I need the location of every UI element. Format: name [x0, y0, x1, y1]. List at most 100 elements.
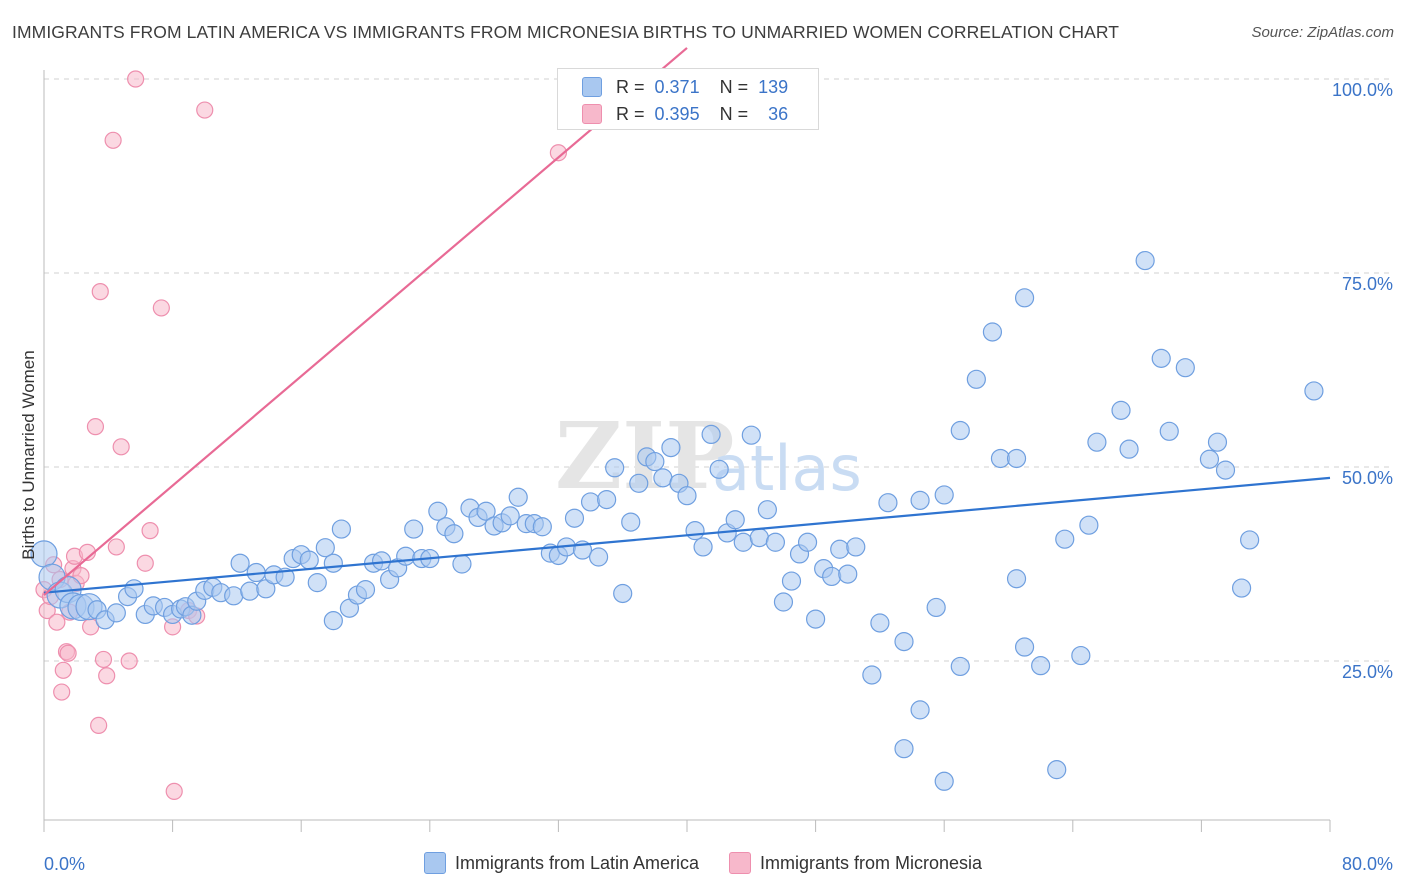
latin-america-point: [653, 468, 673, 488]
micronesia-point: [120, 652, 138, 670]
latin-america-point: [950, 656, 970, 677]
legend-item-micronesia: Immigrants from Micronesia: [729, 852, 982, 874]
micronesia-point: [104, 131, 122, 149]
micronesia-point: [112, 438, 130, 456]
micronesia-point: [54, 661, 72, 679]
stats-r-value: 0.371: [654, 76, 700, 97]
micronesia-point: [165, 782, 183, 800]
latin-america-point: [355, 580, 376, 600]
micronesia-point: [59, 644, 77, 662]
stats-row-micronesia: R = 0.395 N = 36: [582, 101, 788, 127]
source-note: Source: ZipAtlas.com: [1251, 24, 1394, 41]
stats-n-value: 36: [768, 103, 789, 124]
trend-line-micronesia: [43, 47, 688, 596]
latin-america-point: [1159, 421, 1179, 441]
latin-america-point: [299, 550, 319, 570]
latin-america-point: [709, 459, 729, 479]
latin-america-point: [396, 546, 416, 566]
latin-america-point: [741, 425, 761, 445]
latin-america-point: [1014, 637, 1035, 657]
series-legend: Immigrants from Latin America Immigrants…: [0, 852, 1406, 874]
latin-america-point: [725, 510, 745, 530]
latin-america-point: [1006, 569, 1027, 589]
trend-line-latin-america: [43, 476, 1331, 594]
latin-america-point: [830, 539, 850, 559]
latin-america-point: [1135, 250, 1155, 271]
latin-america-point: [693, 537, 713, 557]
latin-america-point: [476, 501, 496, 521]
latin-america-point: [934, 485, 954, 505]
latin-america-point: [323, 553, 343, 573]
latin-america-point: [564, 508, 585, 528]
stats-r-label: R =: [616, 103, 645, 124]
latin-america-point: [934, 771, 954, 791]
latin-america-point: [894, 739, 914, 759]
latin-america-point: [629, 473, 649, 493]
trend-lines: [43, 47, 1331, 596]
latin-america-point: [428, 501, 448, 521]
latin-america-point: [106, 603, 126, 623]
y-tick-label: 50.0%: [1342, 468, 1393, 488]
latin-america-point: [444, 524, 464, 544]
latin-america-point: [124, 579, 144, 599]
latin-america-point: [404, 519, 424, 539]
latin-america-point: [580, 492, 601, 512]
stats-swatch-pink: [582, 104, 602, 124]
latin-america-point: [1047, 760, 1067, 780]
latin-america-point: [1031, 656, 1051, 676]
latin-america-point: [1111, 400, 1131, 420]
latin-america-point: [773, 592, 794, 612]
stats-r-label: R =: [616, 76, 645, 97]
latin-america-point: [661, 438, 681, 458]
latin-america-point: [1207, 432, 1228, 452]
y-tick-label: 25.0%: [1342, 662, 1393, 682]
micronesia-point: [141, 522, 159, 540]
latin-america-point: [910, 490, 930, 510]
grid-lines: [44, 78, 1390, 662]
micronesia-point: [48, 613, 66, 631]
x-tick-label: 0.0%: [44, 854, 85, 874]
latin-america-point: [315, 538, 335, 558]
latin-america-point: [838, 564, 858, 584]
latin-america-point: [1215, 460, 1236, 480]
latin-america-point: [597, 489, 617, 510]
latin-america-point: [685, 521, 705, 541]
latin-america-point: [1119, 439, 1139, 459]
latin-america-point: [926, 597, 946, 618]
y-tick-label: 75.0%: [1342, 274, 1393, 294]
latin-america-point: [990, 448, 1011, 469]
latin-america-point: [323, 611, 343, 631]
latin-america-point: [966, 369, 986, 389]
latin-america-point: [621, 512, 641, 532]
micronesia-point: [86, 418, 105, 436]
latin-america-point: [797, 532, 818, 552]
latin-america-point: [910, 700, 930, 720]
latin-america-point: [240, 581, 260, 601]
latin-america-point: [982, 322, 1003, 342]
micronesia-point: [107, 538, 125, 556]
latin-america-point: [307, 573, 327, 593]
latin-america-point: [224, 586, 244, 606]
micronesia-point: [91, 283, 109, 301]
latin-america-point: [1087, 432, 1107, 452]
latin-america-point: [605, 458, 625, 478]
latin-america-point: [870, 613, 890, 633]
micronesia-point: [152, 299, 170, 317]
latin-america-point: [1199, 449, 1220, 469]
micronesia-point: [90, 716, 108, 735]
latin-america-point: [781, 571, 802, 591]
latin-america-point: [757, 500, 777, 520]
latin-america-point: [1175, 358, 1195, 378]
chart-title: IMMIGRANTS FROM LATIN AMERICA VS IMMIGRA…: [12, 22, 1120, 42]
latin-america-point: [230, 553, 250, 573]
micronesia-point: [136, 554, 154, 572]
latin-america-point: [1079, 515, 1099, 535]
stats-n-label: N =: [719, 103, 749, 124]
latin-america-point: [846, 537, 866, 557]
stats-n-value: 139: [758, 76, 789, 97]
y-axis-title: Births to Unmarried Women: [19, 350, 38, 559]
latin-america-point: [1071, 645, 1091, 666]
latin-america-point: [532, 517, 552, 537]
latin-america-point: [862, 665, 882, 685]
axes: [43, 70, 1331, 832]
